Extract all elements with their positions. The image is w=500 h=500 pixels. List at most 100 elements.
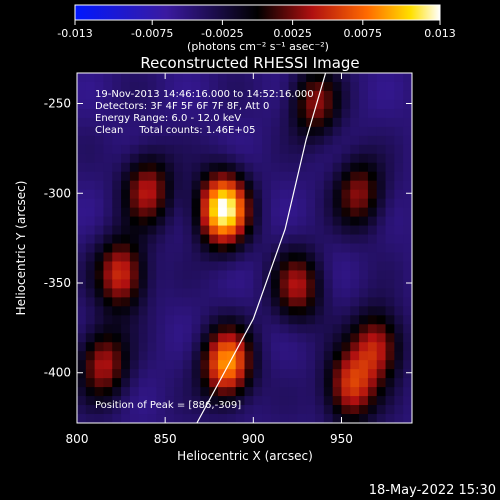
heatmap-cell xyxy=(226,207,237,218)
heatmap-cell xyxy=(332,216,343,227)
heatmap-cell xyxy=(147,162,157,173)
heatmap-cell xyxy=(359,144,369,155)
heatmap-cell xyxy=(94,342,105,352)
heatmap-cell xyxy=(394,279,404,289)
heatmap-cell xyxy=(191,252,202,263)
heatmap-cell xyxy=(129,369,140,379)
heatmap-cell xyxy=(129,135,140,146)
heatmap-cell xyxy=(182,207,193,218)
heatmap-cell xyxy=(121,315,131,325)
heatmap-cell xyxy=(288,207,298,218)
heatmap-cell xyxy=(218,396,228,406)
heatmap-cell xyxy=(121,189,131,200)
heatmap-cell xyxy=(323,108,334,119)
heatmap-cell xyxy=(297,216,307,227)
heatmap-cell xyxy=(367,207,378,218)
heatmap-cell xyxy=(350,108,360,119)
heatmap-cell xyxy=(200,369,210,379)
heatmap-cell xyxy=(394,117,404,128)
heatmap-cell xyxy=(138,324,149,334)
heatmap-cell xyxy=(121,153,131,164)
heatmap-cell xyxy=(262,270,272,281)
colorbar-strip xyxy=(74,4,441,21)
heatmap-cell xyxy=(156,117,166,128)
heatmap-cell xyxy=(191,351,202,361)
heatmap-cell xyxy=(297,73,307,83)
heatmap-cell xyxy=(165,108,175,119)
heatmap-cell xyxy=(165,216,175,227)
heatmap-cell xyxy=(165,297,175,307)
heatmap-cell xyxy=(394,73,404,83)
heatmap-cell xyxy=(297,126,307,137)
heatmap-cell xyxy=(350,90,360,101)
heatmap-cell xyxy=(85,360,96,370)
heatmap-cell xyxy=(218,342,228,352)
heatmap-cell xyxy=(341,108,351,119)
heatmap-cell xyxy=(235,342,246,352)
heatmap-cell xyxy=(279,216,290,227)
heatmap-cell xyxy=(191,405,202,415)
heatmap-cell xyxy=(279,270,290,281)
heatmap-cell xyxy=(121,342,131,352)
heatmap-cell xyxy=(297,135,307,146)
heatmap-cell xyxy=(244,414,254,423)
heatmap-cell xyxy=(138,405,149,415)
heatmap-cell xyxy=(165,396,175,406)
heatmap-cell xyxy=(85,153,96,164)
heatmap-cell xyxy=(253,297,263,307)
heatmap-cell xyxy=(138,126,149,137)
heatmap-cell xyxy=(359,342,369,352)
heatmap-cell xyxy=(103,369,113,379)
heatmap-cell xyxy=(103,99,113,110)
heatmap-cell xyxy=(341,324,351,334)
heatmap-cell xyxy=(129,351,140,361)
heatmap-cell xyxy=(394,234,404,245)
heatmap-cell xyxy=(94,135,105,146)
heatmap-cell xyxy=(182,243,193,254)
heatmap-cell xyxy=(218,207,228,218)
heatmap-cell xyxy=(77,90,87,101)
heatmap-cell xyxy=(129,73,140,83)
heatmap-cell xyxy=(253,369,263,379)
heatmap-cell xyxy=(121,162,131,173)
heatmap-cell xyxy=(323,387,334,397)
heatmap-cell xyxy=(262,315,272,325)
heatmap-cell xyxy=(350,351,360,361)
heatmap-cell xyxy=(112,288,122,298)
heatmap-cell xyxy=(156,99,166,110)
heatmap-cell xyxy=(323,117,334,128)
heatmap-cell xyxy=(165,198,175,209)
heatmap-cell xyxy=(156,189,166,200)
heatmap-cell xyxy=(103,387,113,397)
heatmap-cell xyxy=(165,73,175,83)
heatmap-cell xyxy=(182,108,193,119)
heatmap-cell xyxy=(394,189,404,200)
heatmap-cell xyxy=(226,90,237,101)
heatmap-cell xyxy=(77,171,87,182)
heatmap-cell xyxy=(306,279,316,289)
chart-title: Reconstructed RHESSI Image xyxy=(140,54,359,72)
heatmap-cell xyxy=(77,333,87,343)
heatmap-cell xyxy=(279,126,290,137)
heatmap-cell xyxy=(85,117,96,128)
heatmap-cell xyxy=(385,117,395,128)
heatmap-cell xyxy=(332,135,343,146)
heatmap-cell xyxy=(315,99,325,110)
heatmap-cell xyxy=(315,324,325,334)
heatmap-cell xyxy=(279,198,290,209)
heatmap-cell xyxy=(332,117,343,128)
heatmap-cell xyxy=(94,351,105,361)
heatmap-cell xyxy=(182,270,193,281)
heatmap-cell xyxy=(103,279,113,289)
heatmap-cell xyxy=(367,216,378,227)
heatmap-cell xyxy=(218,81,228,92)
heatmap-cell xyxy=(191,360,202,370)
heatmap-cell xyxy=(173,162,184,173)
heatmap-cell xyxy=(218,135,228,146)
heatmap-cell xyxy=(165,180,175,191)
heatmap-cell xyxy=(191,108,202,119)
heatmap-cell xyxy=(165,405,175,415)
heatmap-cell xyxy=(270,108,281,119)
heatmap-cell xyxy=(262,73,272,83)
heatmap-cell xyxy=(350,81,360,92)
